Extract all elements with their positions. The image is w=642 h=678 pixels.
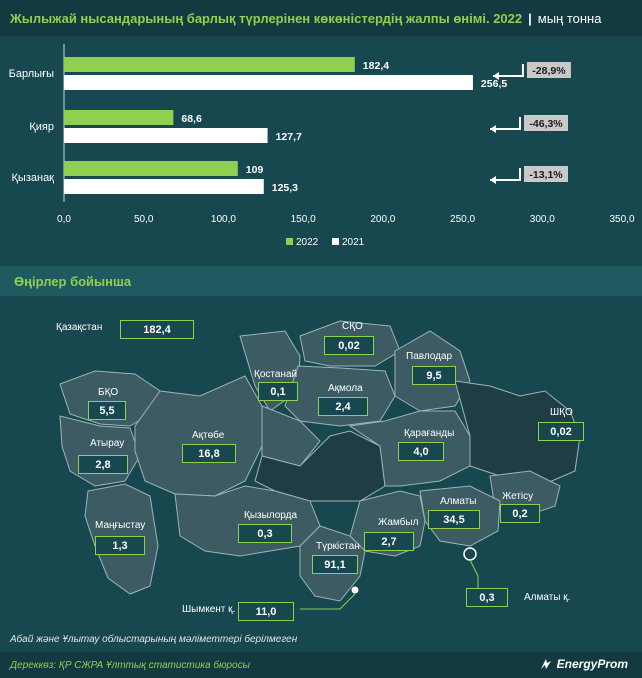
x-tick-label: 200,0 [370, 214, 395, 225]
arrow-head-icon [490, 176, 496, 184]
legend-label: 2021 [342, 237, 365, 248]
change-badge [526, 62, 571, 78]
change-arrow-icon [490, 168, 521, 181]
legend-swatch [286, 238, 293, 245]
source-footer: Дереккөз: ҚР СЖРА Ұлттық статистика бюро… [0, 652, 642, 678]
region-value: 0,02 [538, 422, 584, 441]
region-name: Ақмола [328, 383, 363, 394]
title-separator: | [528, 10, 532, 26]
region-value: 4,0 [398, 442, 444, 461]
region-name: Қазақстан [56, 322, 103, 333]
bar-chart: Барлығы 182,4 256,5 -28,9% Қияр 68,6 127,7 -46,… [9, 44, 635, 248]
x-tick-label: 0,0 [57, 214, 71, 225]
category-label: Қызанақ [12, 172, 55, 184]
leader-lines [300, 559, 479, 610]
category-label: Қияр [29, 121, 54, 133]
region-value: 1,3 [95, 536, 145, 555]
x-tick-label: 50,0 [134, 214, 154, 225]
bar-2022 [64, 161, 238, 176]
x-tick-label: 250,0 [450, 214, 475, 225]
change-value: -13,1% [529, 169, 563, 181]
footnote: Абай және Ұлытау облыстарының мәліметтер… [10, 634, 298, 645]
brand-logo: EnergyProm [539, 657, 628, 671]
x-tick-label: 150,0 [291, 214, 316, 225]
almaty-city-marker-icon [463, 547, 477, 561]
bar-2022 [64, 110, 174, 125]
region-value: 5,5 [88, 401, 126, 420]
region-value: 0,3 [238, 524, 292, 543]
change-arrow-icon [490, 117, 521, 130]
arrow-head-icon [492, 72, 499, 80]
region-value: 91,1 [312, 555, 358, 574]
region-name: Алматы [440, 496, 477, 507]
region-value: 0,02 [324, 336, 374, 355]
region-value: 0,2 [500, 504, 540, 523]
data-label: 127,7 [276, 131, 302, 143]
change-value: -28,9% [532, 65, 566, 77]
change-arrow-icon [492, 64, 524, 77]
x-tick-label: 350,0 [609, 214, 634, 225]
region-name: Павлодар [406, 351, 453, 362]
energyprom-logo-icon [540, 659, 551, 669]
region-name: Атырау [90, 438, 125, 449]
region-value: 2,8 [78, 455, 128, 474]
arrow-head-icon [490, 125, 496, 133]
region-name: Алматы қ. [524, 592, 571, 603]
region-shape-atyrau [59, 415, 141, 487]
region-value: 16,8 [182, 444, 236, 463]
region-name: Маңғыстау [95, 520, 146, 531]
bar-2021 [64, 75, 473, 90]
region-name: БҚО [98, 387, 119, 398]
region-value: 0,1 [258, 382, 298, 401]
data-label: 109 [246, 164, 264, 176]
region-name: Шымкент қ. [182, 604, 236, 615]
x-tick-label: 300,0 [530, 214, 555, 225]
region-name: Қызылорда [244, 510, 298, 521]
region-value: 2,7 [364, 532, 414, 551]
region-value: 11,0 [238, 602, 294, 621]
region-shape-abai [454, 380, 581, 487]
region-name: Жетісу [502, 491, 534, 502]
shymkent-marker-icon [350, 585, 360, 595]
data-label: 182,4 [363, 60, 389, 72]
chart-title: Жылыжай нысандарының барлық түрлерінен к… [10, 10, 523, 26]
data-label: 125,3 [272, 182, 298, 194]
legend-swatch [332, 238, 339, 245]
leader-line-almaty-city [469, 559, 479, 589]
source-text: Дереккөз: ҚР СЖРА Ұлттық статистика бюро… [10, 659, 250, 671]
x-tick-label: 100,0 [211, 214, 236, 225]
region-name: СҚО [342, 321, 363, 332]
region-value: 2,4 [318, 397, 368, 416]
region-value: 0,3 [466, 588, 508, 607]
change-value: -46,3% [529, 118, 563, 130]
region-name: Қарағанды [404, 428, 455, 439]
region-value: 9,5 [412, 366, 456, 385]
region-name: Қостанай [254, 369, 298, 380]
bar-2021 [64, 128, 268, 143]
region-name: Ақтөбе [192, 430, 225, 441]
region-name: ШҚО [550, 407, 573, 418]
region-shape-aktobe [134, 375, 263, 497]
regions-section-bar: Өңірлер бойынша [0, 266, 642, 296]
chart-title-bar: Жылыжай нысандарының барлық түрлерінен к… [0, 0, 642, 36]
category-label: Барлығы [9, 68, 54, 80]
data-label: 68,6 [181, 113, 202, 125]
region-value: 182,4 [120, 320, 194, 339]
unit-label: мың тонна [537, 10, 602, 26]
region-name: Түркістан [316, 541, 360, 552]
change-badge [524, 115, 568, 131]
brand-name: EnergyProm [556, 657, 628, 671]
region-value: 34,5 [428, 510, 480, 529]
region-shape-kostanay-south [261, 405, 321, 467]
leader-line-shymkent [300, 593, 356, 610]
data-label: 256,5 [481, 78, 507, 90]
legend-label: 2022 [296, 237, 319, 248]
change-badge [524, 166, 568, 182]
regions-section-title: Өңірлер бойынша [14, 273, 132, 289]
bar-2021 [64, 179, 264, 194]
region-name: Жамбыл [378, 517, 419, 528]
region-shape-akmola [284, 365, 396, 427]
bar-2022 [64, 57, 355, 72]
